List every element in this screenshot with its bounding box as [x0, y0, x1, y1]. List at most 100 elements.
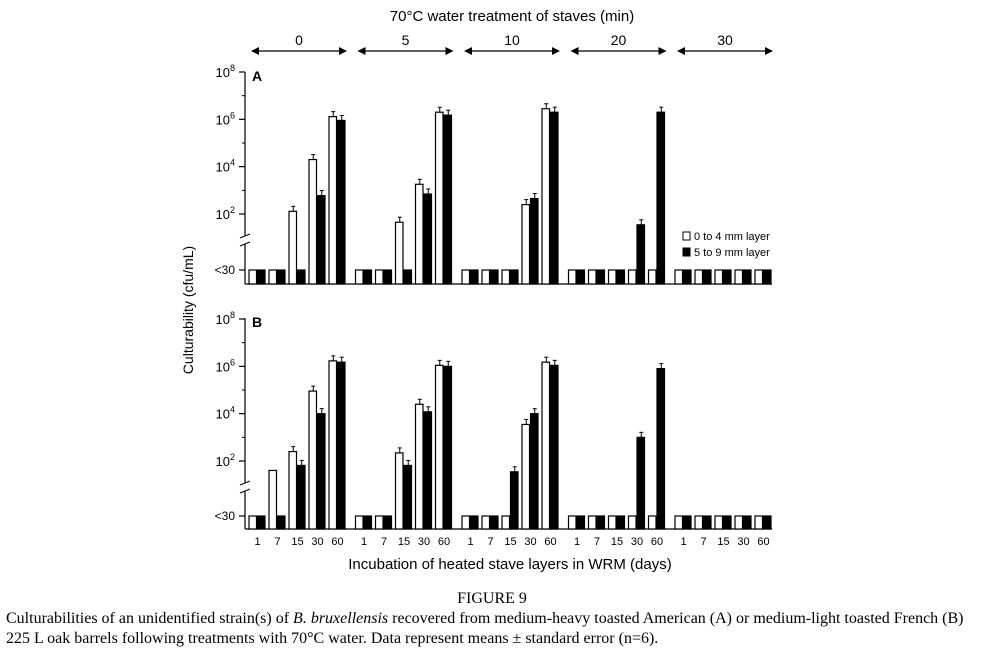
bar	[328, 116, 338, 285]
x-tick-label: 60	[544, 536, 556, 548]
bar	[296, 464, 306, 530]
bar	[316, 194, 326, 285]
x-axis-label: Incubation of heated stave layers in WRM…	[348, 556, 671, 573]
caption-text: Culturabilities of an unidentified strai…	[6, 609, 978, 649]
y-tick-label-below-limit: <30	[215, 509, 236, 523]
treatment-arrow-20: 20	[570, 32, 667, 55]
legend-swatch	[682, 231, 691, 241]
y-tick-label: 104	[216, 158, 235, 175]
x-tick-label: 7	[700, 536, 706, 548]
bar	[308, 390, 318, 530]
bar	[316, 413, 326, 530]
axis-break-mark	[239, 233, 251, 239]
arrow-head-right	[445, 47, 454, 55]
arrow-head-right	[765, 47, 773, 55]
bar	[734, 515, 744, 530]
bar	[596, 515, 606, 530]
y-tick-label-below-limit: <30	[215, 263, 236, 277]
bar	[627, 269, 637, 285]
x-tick-label: 15	[504, 536, 516, 548]
arrow-head-left	[464, 47, 472, 55]
x-tick-label: 15	[291, 536, 303, 548]
bar	[276, 269, 286, 285]
axis-break-mark	[239, 480, 251, 486]
bar	[762, 269, 772, 285]
x-tick-labels: 1 7 15 30 60 1 7 15 30 60 1 7 15 30 60 1 7 15 30 60 1 7 15 30 60	[254, 536, 769, 548]
bar	[694, 515, 704, 530]
bar	[383, 515, 393, 530]
treatment-arrow-0: 0	[251, 32, 347, 55]
y-tick-label: 104	[216, 405, 235, 422]
arrow-head-right	[658, 47, 667, 55]
bar	[403, 269, 413, 285]
x-tick-label: 1	[467, 536, 473, 548]
bar	[423, 193, 433, 285]
x-tick-label: 1	[574, 536, 580, 548]
bar	[434, 364, 444, 530]
top-title: 70°C water treatment of staves (min)	[390, 8, 634, 25]
arrow-head-left	[677, 47, 685, 55]
panel-label: A	[252, 68, 262, 84]
bar	[541, 361, 551, 530]
x-tick-label: 60	[438, 536, 450, 548]
panel-A: 102 104 106 108 <30 A	[215, 63, 772, 285]
bar	[481, 515, 491, 530]
bar	[248, 515, 258, 530]
legend-swatch	[682, 247, 691, 257]
bar	[616, 515, 626, 530]
caption-text-end: recovered from medium-heavy toasted Amer…	[6, 610, 964, 647]
bar	[509, 269, 519, 285]
arrow-head-left	[251, 47, 259, 55]
x-tick-label: 7	[381, 536, 387, 548]
bar	[549, 111, 559, 285]
x-tick-label: 60	[651, 536, 663, 548]
treatment-label: 5	[402, 32, 410, 48]
bar	[647, 269, 657, 285]
bar	[754, 515, 764, 530]
caption-text-start: Culturabilities of an unidentified strai…	[6, 610, 294, 627]
bar	[276, 515, 286, 530]
bar	[694, 269, 704, 285]
x-tick-label: 30	[418, 536, 430, 548]
bar	[403, 464, 413, 530]
bar	[383, 269, 393, 285]
bar	[501, 269, 511, 285]
bar	[742, 515, 752, 530]
x-tick-label: 7	[594, 536, 600, 548]
bar	[607, 269, 617, 285]
caption-title: FIGURE 9	[457, 590, 527, 607]
arrow-head-left	[357, 47, 366, 55]
bar	[308, 158, 318, 285]
bar	[374, 269, 384, 285]
bar	[714, 515, 724, 530]
panel-label: B	[252, 314, 262, 330]
bar	[288, 450, 298, 530]
figure-chart: 70°C water treatment of staves (min) 0 5 1…	[180, 8, 773, 573]
panel-B: 102 104 106 108 <30 B	[215, 310, 772, 530]
bar	[742, 269, 752, 285]
y-tick-label: 102	[216, 452, 235, 469]
bar	[682, 515, 692, 530]
bar	[682, 269, 692, 285]
bar	[423, 411, 433, 530]
bar	[549, 364, 559, 530]
bar	[414, 403, 424, 530]
y-tick-label: 102	[216, 205, 235, 222]
arrow-head-right	[552, 47, 560, 55]
bar	[647, 515, 657, 530]
legend-label: 0 to 4 mm layer	[694, 231, 770, 243]
y-tick-label: 108	[216, 63, 235, 80]
bar	[607, 515, 617, 530]
bar	[394, 221, 404, 285]
caption-species: B. bruxellensis	[293, 610, 389, 627]
bar	[336, 119, 346, 285]
x-tick-label: 1	[680, 536, 686, 548]
bar	[489, 515, 499, 530]
bar	[414, 183, 424, 285]
bar	[616, 269, 626, 285]
bar	[521, 203, 531, 285]
bar	[443, 365, 453, 530]
bar	[509, 471, 519, 530]
bar	[363, 515, 373, 530]
bar	[656, 111, 666, 285]
